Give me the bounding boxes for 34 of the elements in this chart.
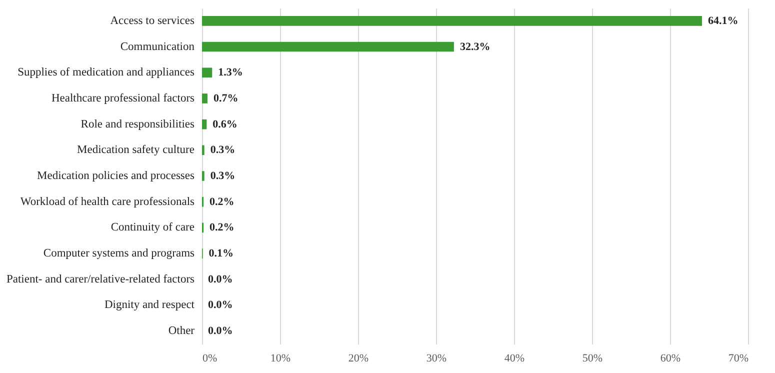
y-tick-label: Supplies of medication and appliances	[18, 66, 196, 79]
data-label: 64.1%	[708, 14, 738, 27]
y-tick-label: Computer systems and programs	[43, 248, 196, 260]
y-tick-label: Patient- and carer/relative-related factors	[6, 273, 196, 286]
data-label: 0.1%	[208, 248, 234, 260]
data-label: 0.2%	[210, 222, 234, 234]
data-label: 0.6%	[212, 118, 238, 130]
y-tick-label: Workload of health care professionals	[20, 196, 196, 208]
data-label: 0.3%	[210, 144, 236, 156]
data-label: 0.0%	[208, 325, 233, 338]
x-tick-label: 60%	[660, 352, 681, 364]
y-tick-label: Healthcare professional factors	[51, 92, 196, 104]
x-tick-label: 30%	[426, 352, 447, 364]
x-tick-label: 10%	[270, 352, 291, 364]
y-tick-label: Dignity and respect	[104, 299, 196, 312]
data-label: 0.0%	[208, 299, 233, 312]
data-label: 0.0%	[208, 273, 233, 286]
y-tick-label: Medication safety culture	[76, 144, 194, 156]
x-tick-label: 0%	[202, 352, 218, 364]
y-tick-label: Continuity of care	[110, 222, 194, 234]
y-tick-label: Other	[168, 325, 195, 338]
data-label: 0.7%	[213, 92, 238, 104]
data-label: 1.3%	[218, 66, 243, 79]
y-tick-label: Medication policies and processes	[37, 170, 196, 182]
data-label: 0.2%	[210, 196, 234, 208]
x-tick-label: 40%	[504, 352, 525, 364]
x-tick-label: 50%	[582, 352, 603, 364]
y-tick-label: Access to services	[110, 14, 196, 27]
x-tick-label: 70%	[728, 352, 748, 364]
y-tick-label: Role and responsibilities	[80, 118, 196, 130]
data-label: 32.3%	[460, 40, 490, 53]
data-label: 0.3%	[210, 170, 236, 182]
y-tick-label: Communication	[120, 40, 195, 53]
x-tick-label: 20%	[348, 352, 369, 364]
